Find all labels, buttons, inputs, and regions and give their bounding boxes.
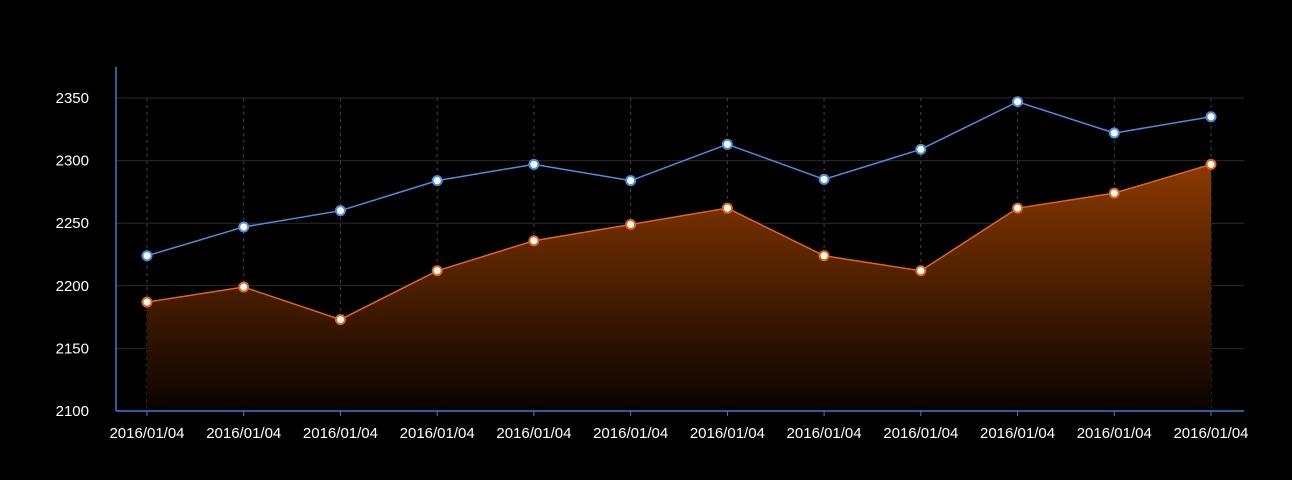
data-point-1 [721,202,733,214]
data-point-1 [915,265,927,277]
y-tick-label: 2200 [56,278,89,295]
x-tick-label: 2016/01/04 [883,425,958,442]
tick-labels: 2100 2150 2200 2250 2300 2350 2016/01/04 2016/0… [56,90,1249,442]
data-point-1 [1108,187,1120,199]
data-point-0 [431,175,443,187]
y-tick-label: 2300 [56,153,89,170]
line-series [146,100,1212,321]
data-point-0 [818,173,830,185]
x-tick-label: 2016/01/04 [303,425,378,442]
data-point-1 [528,235,540,247]
data-point-0 [528,158,540,170]
data-point-1 [431,265,443,277]
data-point-0 [1012,96,1024,108]
series-line-1 [146,163,1212,321]
y-tick-label: 2250 [56,215,89,232]
x-tick-label: 2016/01/04 [400,425,475,442]
data-point-1 [818,250,830,262]
data-point-1 [1012,202,1024,214]
data-point-0 [721,138,733,150]
x-tick-label: 2016/01/04 [787,425,862,442]
x-tick-label: 2016/01/04 [593,425,668,442]
data-point-0 [625,175,637,187]
y-tick-label: 2150 [56,340,89,357]
data-point-0 [141,250,153,262]
x-tick-label: 2016/01/04 [1173,425,1248,442]
series-line-0 [146,100,1212,257]
axes [115,66,1244,416]
data-point-1 [625,218,637,230]
y-tick-label: 2100 [56,403,89,420]
x-tick-label: 2016/01/04 [1077,425,1152,442]
y-tick-label: 2350 [56,90,89,107]
data-point-1 [238,281,250,293]
data-point-1 [334,314,346,326]
data-point-0 [1108,127,1120,139]
data-point-0 [1205,111,1217,123]
x-tick-label: 2016/01/04 [109,425,184,442]
x-tick-label: 2016/01/04 [980,425,1055,442]
x-tick-label: 2016/01/04 [690,425,765,442]
x-tick-label: 2016/01/04 [496,425,571,442]
data-point-0 [915,143,927,155]
area-fill [147,164,1211,411]
data-point-1 [141,296,153,308]
markers [141,96,1217,326]
data-point-1 [1205,158,1217,170]
area-series [147,164,1211,411]
data-point-0 [238,221,250,233]
x-tick-label: 2016/01/04 [206,425,281,442]
data-point-0 [334,205,346,217]
